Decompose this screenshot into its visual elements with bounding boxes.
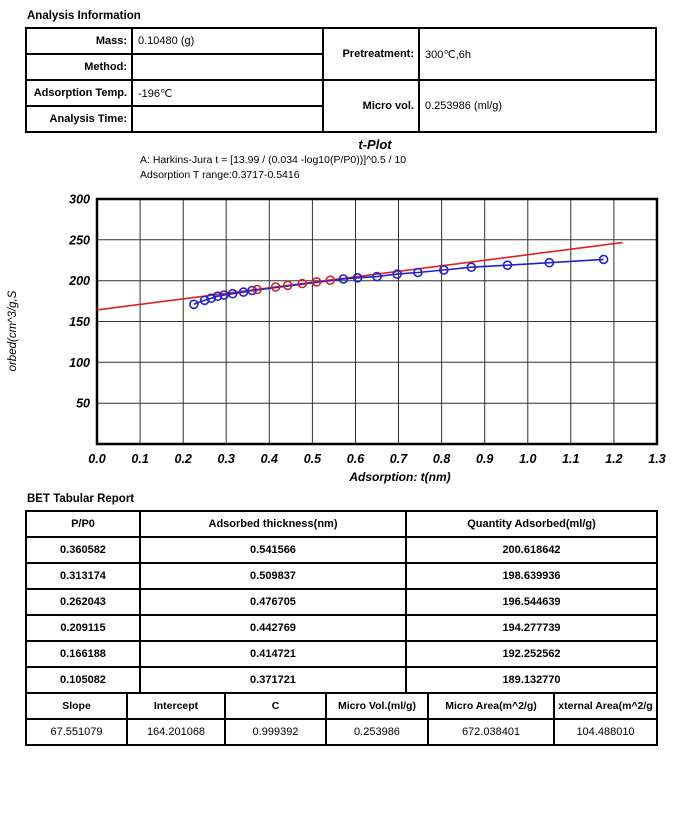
micro-vol-label: Micro vol. <box>322 79 420 133</box>
analysis-time-value <box>131 105 324 133</box>
table-row: 0.166188 0.414721 192.252562 <box>25 640 658 668</box>
table-cell: 189.132770 <box>405 666 658 694</box>
table-cell: 0.253986 <box>325 718 429 746</box>
adsorption-temp-value: -196℃ <box>131 79 324 107</box>
axis-tick-labels: 0.0 0.1 0.2 0.3 0.4 0.5 0.6 0.7 0.8 0.9 1.0 1.1 1.2 1… <box>68 193 666 467</box>
table-cell: 0.442769 <box>139 614 407 642</box>
analysis-info-table: Mass: 0.10480 (g) Pretreatment: 300℃,6h … <box>25 27 657 133</box>
fit-range-points-series <box>252 275 336 295</box>
svg-text:1.3: 1.3 <box>648 452 665 466</box>
table-row: 0.360582 0.541566 200.618642 <box>25 536 658 564</box>
pretreatment-label: Pretreatment: <box>322 27 420 81</box>
column-header: Slope <box>25 692 128 720</box>
table-cell: 672.038401 <box>427 718 555 746</box>
svg-text:250: 250 <box>68 233 90 247</box>
svg-text:1.1: 1.1 <box>562 452 579 466</box>
y-axis-label: orbed(cm^3/g,S <box>7 290 19 372</box>
t-plot-chart: 0.0 0.1 0.2 0.3 0.4 0.5 0.6 0.7 0.8 0.9 1.0 1.1 1.2 1… <box>68 193 666 467</box>
column-header: xternal Area(m^2/g <box>553 692 658 720</box>
svg-text:0.5: 0.5 <box>304 452 322 466</box>
column-header: C <box>224 692 327 720</box>
svg-text:1.0: 1.0 <box>519 452 536 466</box>
svg-text:0.6: 0.6 <box>347 452 365 466</box>
x-axis-label: Adsorption: t(nm) <box>349 470 451 484</box>
table-row: 0.105082 0.371721 189.132770 <box>25 666 658 694</box>
table-cell: 104.488010 <box>553 718 658 746</box>
table-row: 0.209115 0.442769 194.277739 <box>25 614 658 642</box>
table-row: 0.313174 0.509837 198.639936 <box>25 562 658 590</box>
table-cell: 67.551079 <box>25 718 128 746</box>
table-cell: 200.618642 <box>405 536 658 564</box>
chart-title: t-Plot <box>358 137 392 152</box>
analysis-info-title: Analysis Information <box>27 10 141 22</box>
svg-text:0.9: 0.9 <box>476 452 493 466</box>
table-cell: 0.371721 <box>139 666 407 694</box>
bet-table: P/P0 Adsorbed thickness(nm) Quantity Adsor… <box>25 510 658 694</box>
column-header: P/P0 <box>25 510 141 538</box>
summary-header-row: Slope Intercept C Micro Vol.(ml/g) Micro Are… <box>25 692 658 720</box>
table-cell: 194.277739 <box>405 614 658 642</box>
svg-text:0.4: 0.4 <box>261 452 278 466</box>
column-header: Micro Vol.(ml/g) <box>325 692 429 720</box>
analysis-time-label: Analysis Time: <box>25 105 133 133</box>
table-cell: 0.999392 <box>224 718 327 746</box>
svg-text:50: 50 <box>76 397 90 411</box>
pretreatment-value: 300℃,6h <box>418 27 657 81</box>
table-cell: 0.360582 <box>25 536 141 564</box>
table-cell: 0.414721 <box>139 640 407 668</box>
fit-line <box>96 241 623 311</box>
svg-text:0.2: 0.2 <box>175 452 192 466</box>
svg-text:200: 200 <box>68 274 90 288</box>
grid-lines <box>96 198 658 445</box>
chart-subtitle-formula: A: Harkins-Jura t = [13.99 / (0.034 -log… <box>140 154 407 166</box>
table-row: 0.262043 0.476705 196.544639 <box>25 588 658 616</box>
svg-text:0.3: 0.3 <box>218 452 235 466</box>
table-cell: 196.544639 <box>405 588 658 616</box>
chart-subtitle-range: Adsorption T range:0.3717-0.5416 <box>140 169 300 181</box>
method-value <box>131 53 324 81</box>
mass-label: Mass: <box>25 27 133 55</box>
t-plot-section: t-Plot A: Harkins-Jura t = [13.99 / (0.0… <box>0 137 684 486</box>
column-header: Micro Area(m^2/g) <box>427 692 555 720</box>
svg-text:0.0: 0.0 <box>88 452 105 466</box>
bet-report-title: BET Tabular Report <box>27 493 135 505</box>
bet-summary-table: Slope Intercept C Micro Vol.(ml/g) Micro Are… <box>25 692 658 746</box>
table-row: Adsorption Temp. -196℃ Micro vol. 0.2539… <box>25 79 657 133</box>
table-row: Mass: 0.10480 (g) Pretreatment: 300℃,6h <box>25 27 657 81</box>
table-cell: 0.262043 <box>25 588 141 616</box>
table-cell: 0.541566 <box>139 536 407 564</box>
column-header: Intercept <box>126 692 226 720</box>
svg-text:0.1: 0.1 <box>131 452 148 466</box>
svg-text:100: 100 <box>69 356 90 370</box>
micro-vol-value: 0.253986 (ml/g) <box>418 79 657 133</box>
svg-text:0.7: 0.7 <box>390 452 408 466</box>
table-cell: 0.476705 <box>139 588 407 616</box>
adsorption-data-series <box>189 254 609 310</box>
table-row: Analysis Time: <box>25 105 656 133</box>
adsorption-temp-label: Adsorption Temp. <box>25 79 133 107</box>
analysis-report-page: { "analysis_info": { "title": "Analysis … <box>0 10 684 813</box>
svg-text:1.2: 1.2 <box>605 452 622 466</box>
table-cell: 0.105082 <box>25 666 141 694</box>
table-cell: 0.166188 <box>25 640 141 668</box>
column-header: Quantity Adsorbed(ml/g) <box>405 510 658 538</box>
table-cell: 164.201068 <box>126 718 226 746</box>
table-cell: 0.209115 <box>25 614 141 642</box>
table-cell: 198.639936 <box>405 562 658 590</box>
plot-border <box>95 197 659 446</box>
mass-value: 0.10480 (g) <box>131 27 324 55</box>
svg-text:150: 150 <box>69 315 90 329</box>
table-cell: 0.509837 <box>139 562 407 590</box>
table-row: Method: <box>25 53 656 81</box>
table-cell: 0.313174 <box>25 562 141 590</box>
svg-text:300: 300 <box>69 193 90 207</box>
column-header: Adsorbed thickness(nm) <box>139 510 407 538</box>
method-label: Method: <box>25 53 133 81</box>
svg-text:0.8: 0.8 <box>433 452 450 466</box>
table-cell: 192.252562 <box>405 640 658 668</box>
table-row: 67.551079 164.201068 0.999392 0.253986 672.0… <box>25 718 658 746</box>
bet-header-row: P/P0 Adsorbed thickness(nm) Quantity Adsor… <box>25 510 658 538</box>
